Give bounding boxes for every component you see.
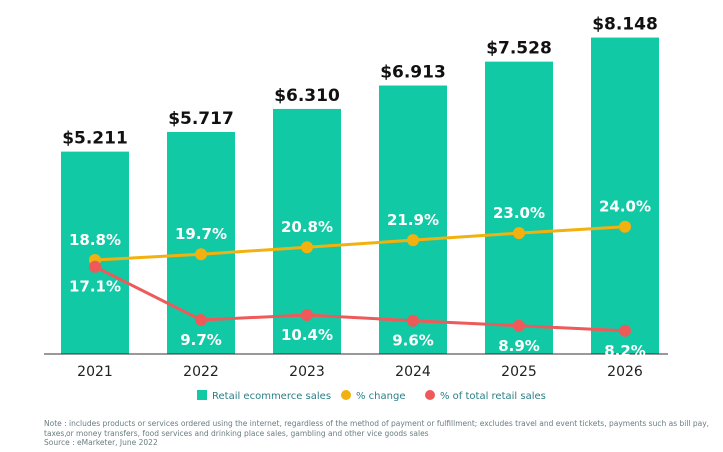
x-tick-2021: 2021: [77, 364, 113, 380]
label-percent-total-retail-2021: 17.1%: [69, 278, 121, 296]
line-percent-total-retail: [94, 265, 626, 333]
line-percent-change: [94, 225, 626, 262]
bar-value-label-2025: $7.528: [486, 39, 552, 59]
bar-2024: [379, 85, 447, 354]
x-tick-2026: 2026: [607, 364, 643, 380]
label-percent-total-retail-2026: 8.2%: [604, 342, 646, 360]
label-percent-change-2022: 19.7%: [175, 225, 227, 243]
point-percent-change-2023: [301, 241, 313, 254]
bar-2026: [591, 37, 659, 355]
legend-retail-ecommerce-swatch: [197, 390, 207, 400]
point-percent-change-2025: [513, 227, 525, 240]
point-percent-change-2022: [195, 248, 207, 261]
x-tick-2023: 2023: [289, 364, 325, 380]
point-percent-total-retail-2022: [195, 314, 207, 326]
note-line-1: Note : includes products or services ord…: [44, 419, 710, 438]
label-percent-change-2021: 18.8%: [69, 231, 121, 249]
bars: $5.211 $5.717 $6.310 $6.913 $7.528 $8.148: [61, 15, 659, 355]
x-tick-2024: 2024: [395, 364, 431, 380]
bar-value-label-2024: $6.913: [380, 63, 446, 83]
bar-value-label-2023: $6.310: [274, 86, 340, 106]
legend-percent-change-swatch: [341, 390, 351, 400]
point-percent-total-retail-2023: [301, 308, 313, 321]
point-percent-total-retail-2026: [619, 324, 631, 337]
point-percent-total-retail-2025: [513, 319, 525, 332]
series-lines: 18.8% 19.7% 20.8% 21.9% 23.0% 24.0% 17.1% 9.7% 1…: [69, 198, 651, 360]
legend: Retail ecommerce sales % change % of total…: [197, 390, 546, 402]
note-line-2: or money transfers, food services and dr…: [66, 429, 429, 438]
label-percent-change-2024: 21.9%: [387, 211, 439, 229]
legend-percent-total-retail-swatch: [425, 390, 435, 400]
label-percent-change-2025: 23.0%: [493, 204, 545, 222]
bar-2025: [485, 61, 553, 355]
label-percent-total-retail-2024: 9.6%: [392, 332, 434, 350]
bar-value-label-2021: $5.211: [62, 129, 128, 149]
legend-percent-total-retail-label: % of total retail sales: [440, 391, 546, 402]
label-percent-total-retail-2022: 9.7%: [180, 331, 222, 349]
label-percent-total-retail-2025: 8.9%: [498, 337, 540, 355]
label-percent-total-retail-2023: 10.4%: [281, 326, 333, 344]
label-percent-change-2026: 24.0%: [599, 198, 651, 216]
label-percent-change-2023: 20.8%: [281, 218, 333, 236]
x-tick-2025: 2025: [501, 364, 537, 380]
bar-value-label-2026: $8.148: [592, 15, 658, 35]
x-ticks: 2021 2022 2023 2024 2025 2026: [77, 364, 643, 380]
legend-retail-ecommerce-label: Retail ecommerce sales: [212, 391, 331, 402]
source-line: Source : eMarketer, June 2022: [44, 438, 158, 447]
point-percent-change-2024: [407, 234, 419, 247]
point-percent-change-2026: [619, 220, 631, 233]
bar-value-label-2022: $5.717: [168, 109, 234, 129]
point-percent-total-retail-2021: [89, 260, 101, 273]
point-percent-total-retail-2024: [407, 314, 419, 327]
legend-percent-change-label: % change: [356, 391, 405, 402]
bar-2021: [61, 151, 129, 354]
x-tick-2022: 2022: [183, 364, 219, 380]
